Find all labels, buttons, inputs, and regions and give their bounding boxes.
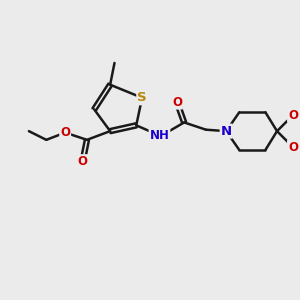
Text: O: O bbox=[288, 109, 298, 122]
Text: O: O bbox=[78, 155, 88, 168]
Text: NH: NH bbox=[149, 129, 170, 142]
Text: O: O bbox=[60, 126, 70, 139]
Text: O: O bbox=[288, 141, 298, 154]
Text: O: O bbox=[172, 96, 182, 109]
Text: N: N bbox=[221, 124, 232, 138]
Text: S: S bbox=[137, 91, 147, 104]
